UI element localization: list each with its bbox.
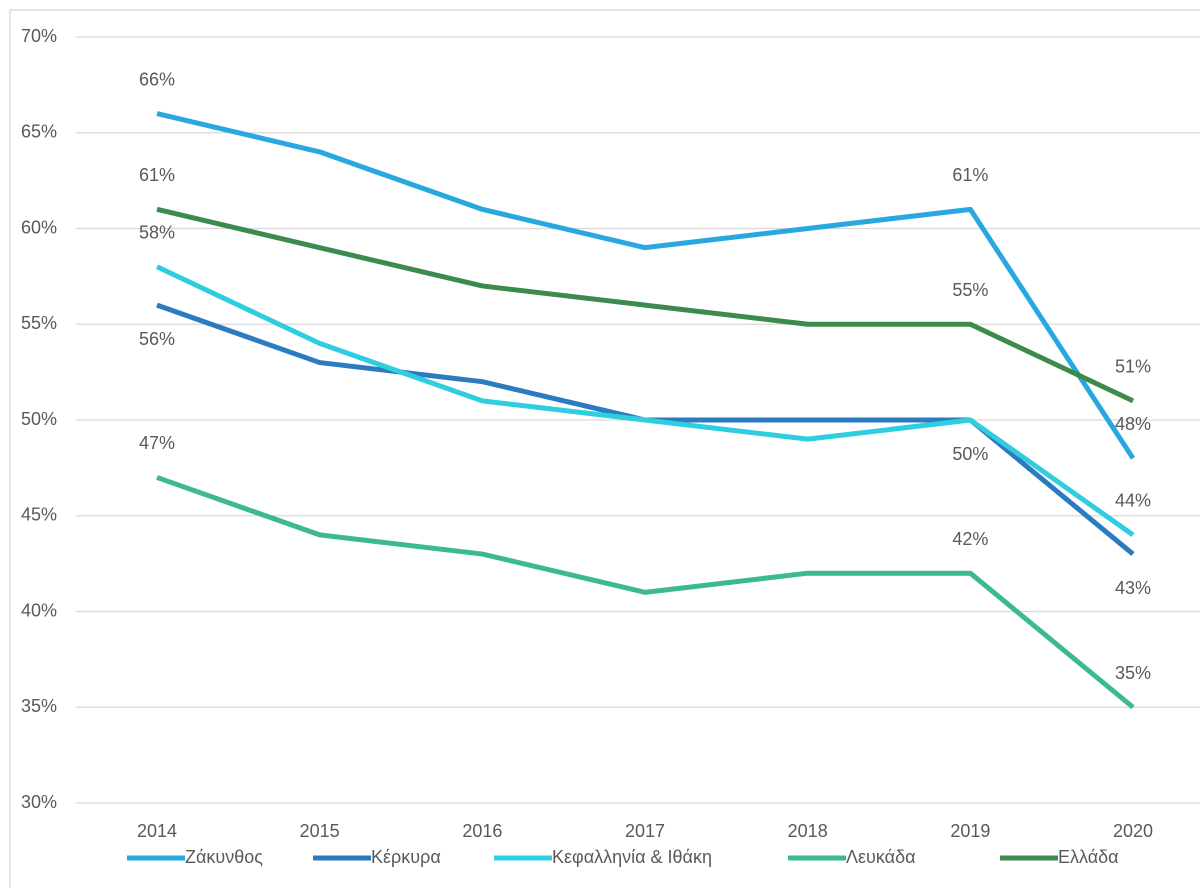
legend-label: Λευκάδα [846, 847, 916, 867]
data-label: 51% [1115, 357, 1151, 377]
x-tick-label: 2019 [950, 821, 990, 841]
data-label: 50% [952, 444, 988, 464]
y-tick-label: 30% [21, 792, 57, 812]
data-label: 44% [1115, 491, 1151, 511]
data-label: 55% [952, 280, 988, 300]
legend-label: Ελλάδα [1058, 847, 1119, 867]
data-label: 43% [1115, 578, 1151, 598]
x-tick-label: 2018 [788, 821, 828, 841]
series-line [155, 264, 1135, 537]
data-label: 66% [139, 69, 175, 89]
x-tick-label: 2020 [1113, 821, 1153, 841]
y-tick-label: 60% [21, 217, 57, 237]
data-label: 35% [1115, 663, 1151, 683]
series-line [156, 206, 1135, 404]
y-tick-label: 35% [21, 696, 57, 716]
y-tick-label: 40% [21, 600, 57, 620]
data-label: 58% [139, 223, 175, 243]
data-label: 56% [139, 329, 175, 349]
y-tick-label: 45% [21, 505, 57, 525]
x-tick-label: 2014 [137, 821, 177, 841]
y-tick-label: 65% [21, 122, 57, 142]
data-label: 61% [139, 165, 175, 185]
y-tick-label: 55% [21, 313, 57, 333]
y-tick-label: 50% [21, 409, 57, 429]
data-label: 42% [952, 529, 988, 549]
series-line [156, 475, 1135, 710]
legend-label: Ζάκυνθος [185, 847, 263, 867]
data-label: 61% [952, 165, 988, 185]
data-label: 48% [1115, 414, 1151, 434]
chart-border [9, 9, 1200, 888]
legend-label: Κεφαλληνία & Ιθάκη [552, 847, 712, 867]
legend-label: Κέρκυρα [371, 847, 441, 867]
x-tick-label: 2017 [625, 821, 665, 841]
x-tick-label: 2015 [300, 821, 340, 841]
y-tick-label: 70% [21, 26, 57, 46]
series-line [156, 111, 1136, 460]
x-tick-label: 2016 [462, 821, 502, 841]
data-label: 47% [139, 433, 175, 453]
